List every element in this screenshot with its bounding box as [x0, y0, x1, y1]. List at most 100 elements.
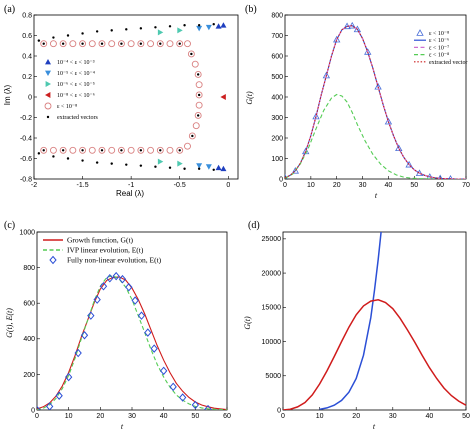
data-point	[137, 146, 145, 154]
data-point	[131, 296, 139, 305]
legend-marker	[45, 59, 51, 65]
data-point	[79, 146, 87, 154]
data-point	[106, 274, 114, 283]
data-point	[177, 160, 183, 167]
data-point	[80, 330, 89, 340]
data-point	[88, 146, 96, 154]
panel-tag-d: (d)	[248, 220, 260, 231]
x-tick-label: 30	[128, 413, 136, 420]
data-point	[117, 40, 125, 48]
data-point	[157, 158, 164, 165]
x-ticks-a: -2 -1.5 -1 -0.5 0	[31, 176, 230, 189]
series-line	[319, 232, 382, 410]
legend-label: ε < 10⁻⁶	[429, 38, 449, 44]
data-point	[195, 91, 203, 99]
data-point	[183, 167, 186, 170]
series-line	[37, 275, 227, 410]
x-tick-label: 30	[359, 182, 367, 189]
series-a	[215, 22, 227, 172]
data-point	[154, 165, 157, 168]
axis-ylabel-c: G(t), E(t)	[5, 308, 14, 338]
y-ticks-a: -0.8 -0.6 -0.4 -0.2 0 0.2 0.4 0.6 0.8	[20, 12, 37, 183]
series-group-a	[37, 22, 227, 172]
data-point	[127, 146, 135, 154]
series-b	[285, 93, 436, 179]
data-point	[157, 29, 164, 36]
axis-xlabel-c: t	[121, 422, 124, 431]
series-a	[157, 27, 183, 167]
data-point	[183, 24, 186, 27]
series-d	[283, 299, 466, 410]
panel-tag-b: (b)	[245, 4, 257, 15]
x-tick-label: 40	[160, 413, 168, 420]
x-tick-label: 30	[389, 413, 397, 420]
data-point	[66, 157, 70, 160]
data-point	[188, 132, 196, 140]
data-point	[196, 114, 200, 117]
data-point	[197, 93, 201, 97]
x-tick-label: 0	[226, 182, 230, 189]
data-point	[196, 163, 203, 169]
series-a	[37, 23, 215, 171]
data-point	[125, 282, 133, 292]
y-tick-label: 400	[271, 94, 283, 101]
data-point	[117, 146, 125, 154]
legend-marker	[49, 255, 57, 265]
data-point	[59, 146, 67, 154]
legend-marker	[44, 102, 52, 110]
series-line	[285, 93, 436, 179]
data-point	[120, 42, 123, 45]
y-tick-label: 100	[271, 156, 283, 163]
axes-d: 0 10 20 30 40 50 0 5000 10000 15000 20000 25000	[262, 231, 470, 420]
data-point	[110, 29, 113, 32]
data-point	[168, 25, 172, 28]
data-point	[215, 23, 222, 29]
data-point	[88, 40, 96, 48]
legend-label: ε < 10⁻⁸	[57, 104, 77, 110]
legend-a: 10⁻⁴ < ε < 10⁻³ 10⁻⁵ < ε < 10⁻⁴ 10⁻⁶ < ε <…	[44, 59, 98, 121]
data-point	[384, 117, 393, 125]
x-ticks-c: 0 10 20 30 40 50 60	[35, 407, 231, 420]
x-tick-label: -0.5	[174, 182, 186, 189]
x-tick-label: 40	[426, 413, 434, 420]
data-point	[197, 24, 201, 27]
legend-marker	[45, 81, 51, 87]
y-tick-label: 20000	[262, 270, 282, 277]
data-point	[159, 149, 162, 152]
series-c	[37, 275, 227, 410]
data-point	[108, 146, 116, 154]
data-point	[81, 159, 84, 162]
x-tick-label: 50	[462, 413, 470, 420]
data-point	[179, 393, 187, 402]
data-point	[66, 34, 70, 37]
series-b	[285, 25, 466, 179]
data-point	[100, 42, 104, 45]
data-point	[364, 48, 372, 55]
data-point	[150, 344, 158, 353]
data-point	[74, 348, 82, 358]
data-point	[187, 50, 195, 58]
data-point	[79, 40, 87, 48]
data-point	[52, 155, 55, 158]
data-point	[166, 40, 174, 48]
legend-label: Fully non-linear evolution, E(t)	[67, 256, 162, 265]
axis-ylabel-d: G(t)	[243, 316, 252, 330]
data-point	[37, 39, 41, 42]
panel-tag-a: (a)	[4, 4, 15, 15]
data-point	[69, 40, 77, 48]
y-tick-label: 200	[23, 372, 35, 379]
data-point	[81, 32, 84, 35]
data-point	[137, 40, 145, 48]
x-ticks-d: 0 10 20 30 40 50	[281, 407, 470, 420]
data-point	[176, 40, 184, 48]
y-tick-label: 800	[271, 12, 283, 19]
data-point	[139, 164, 143, 167]
y-tick-label: 0	[28, 94, 32, 101]
data-point	[312, 112, 320, 120]
data-point	[46, 402, 54, 410]
series-c	[37, 276, 227, 410]
data-point	[139, 27, 143, 30]
legend-label: ε < 10⁻⁷	[429, 45, 449, 51]
series-b	[285, 21, 453, 179]
data-point	[127, 40, 135, 48]
